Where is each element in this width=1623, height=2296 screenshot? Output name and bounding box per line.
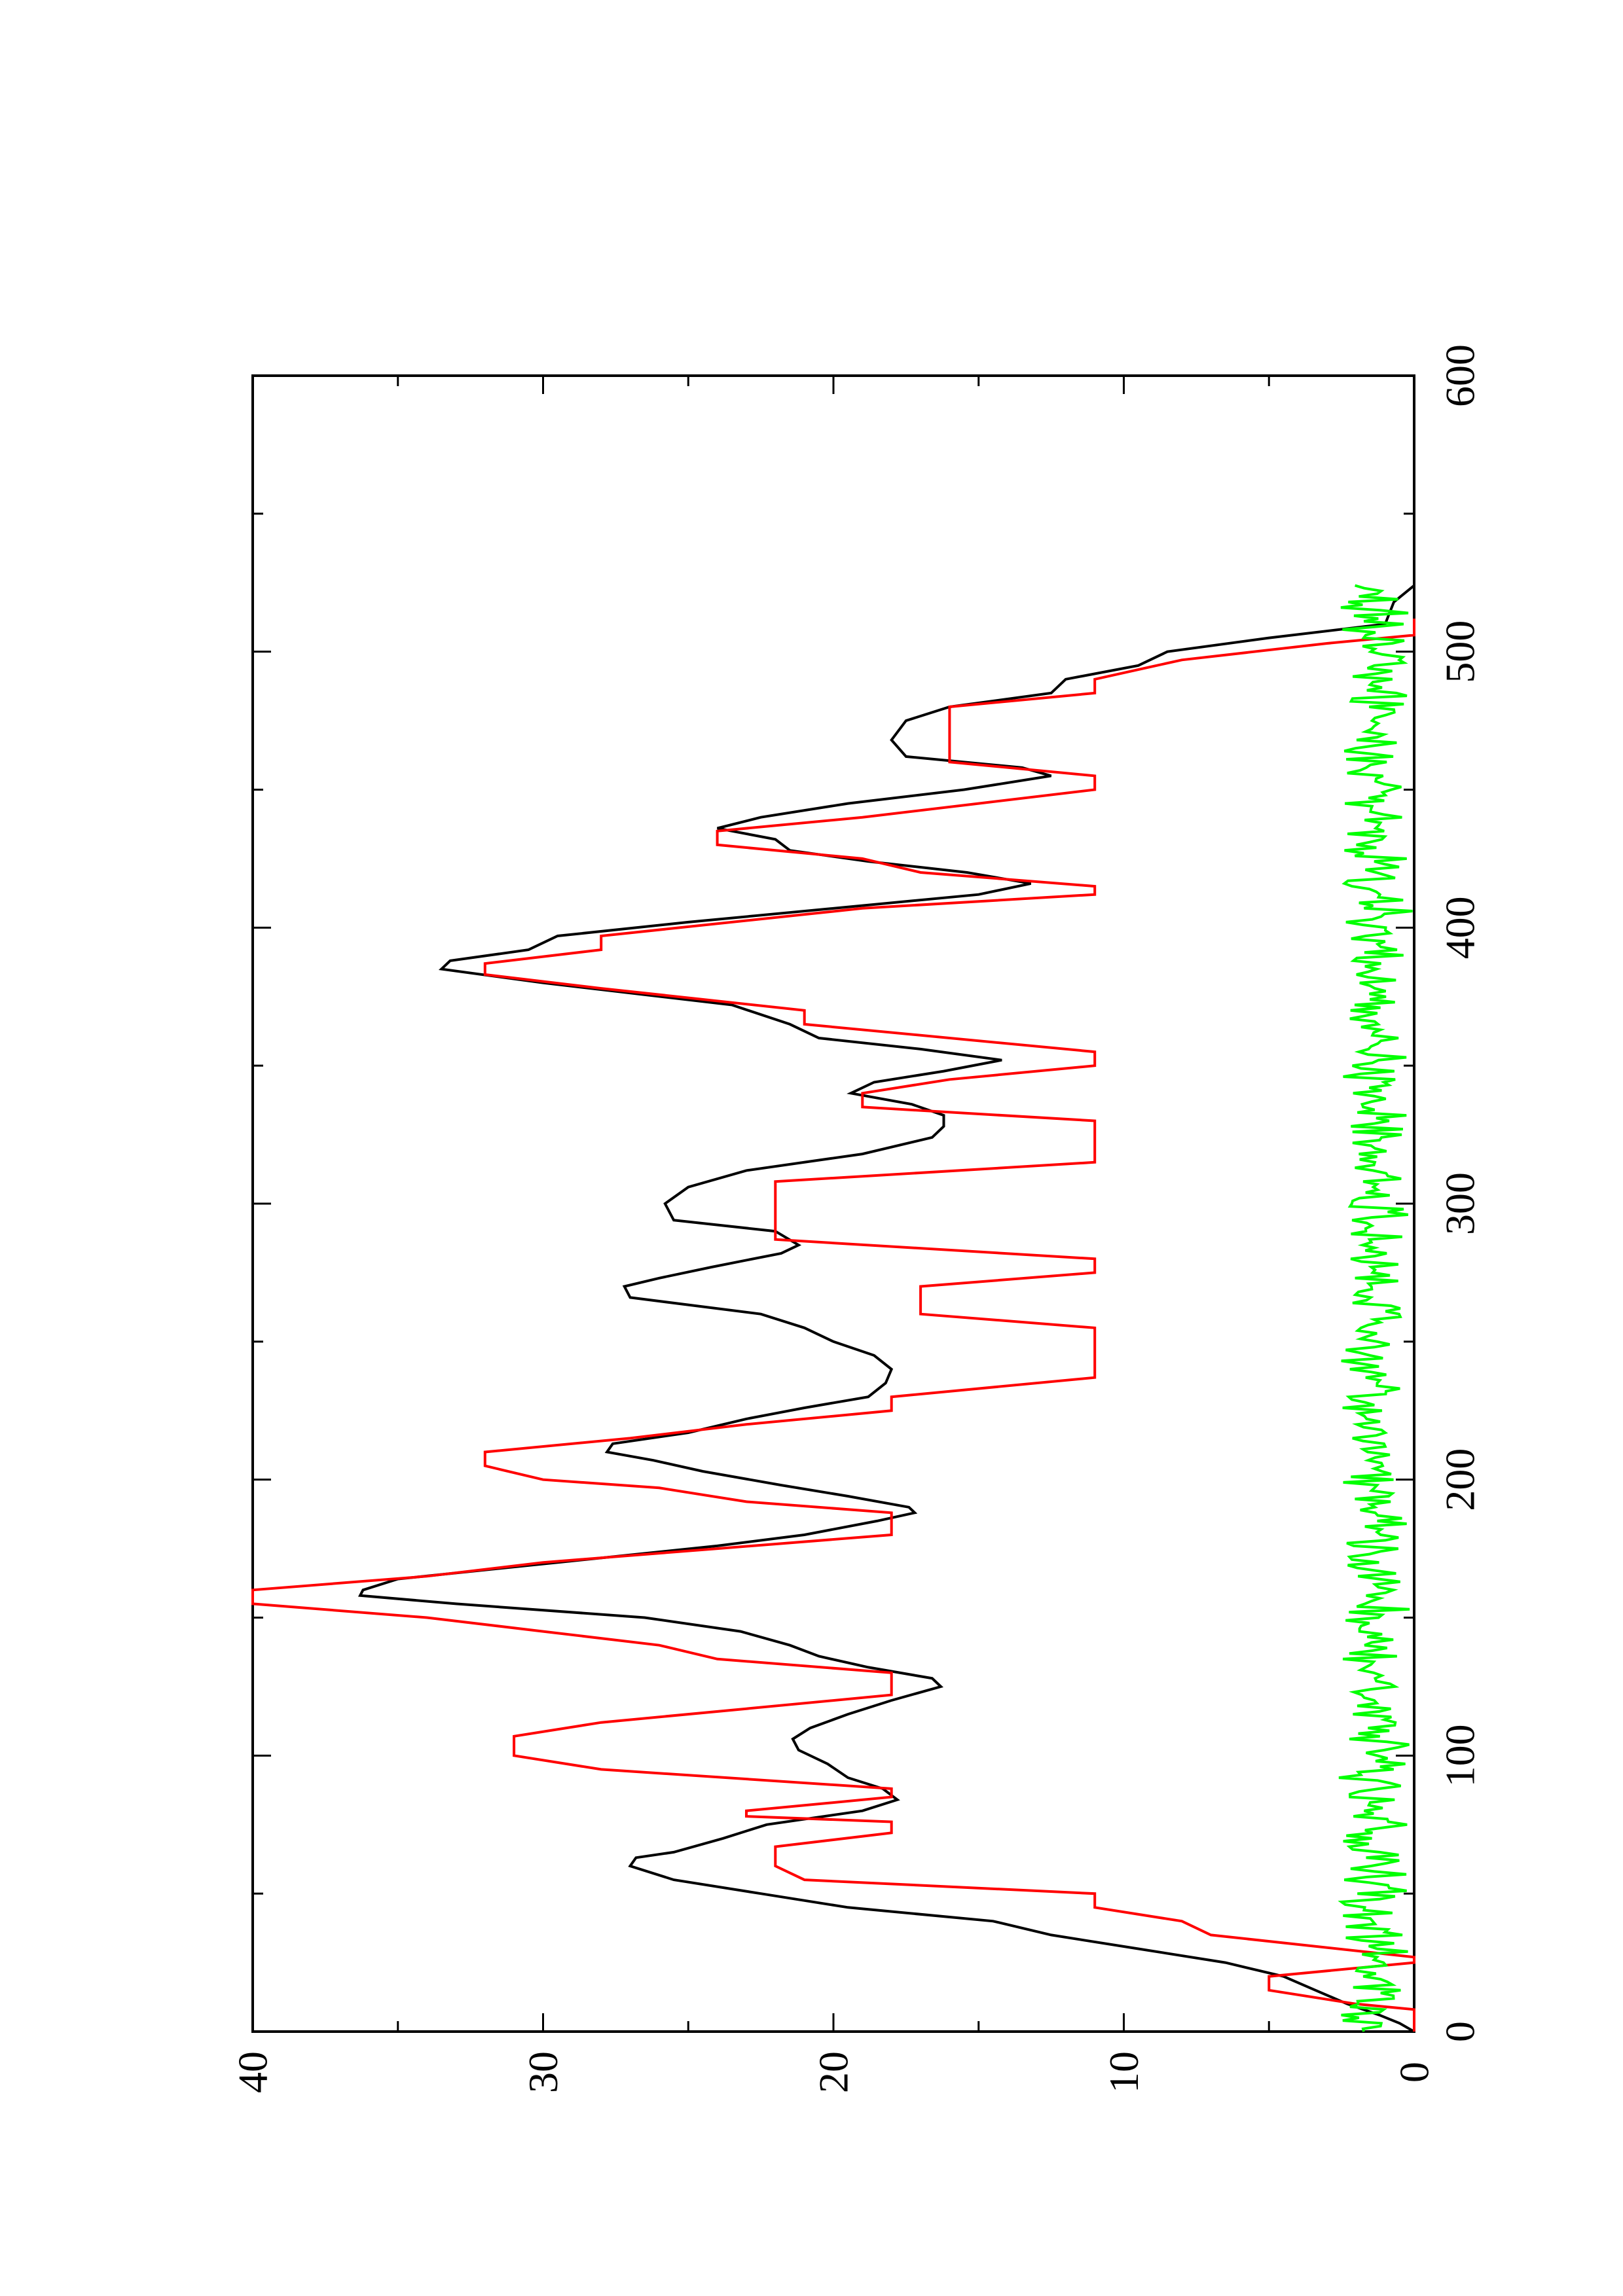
axis-ticks (251, 374, 1415, 2033)
y-tick-label: 0 (1391, 2062, 1438, 2083)
x-tick-label: 600 (1437, 344, 1484, 407)
x-tick-label: 200 (1437, 1448, 1484, 1511)
x-tick-label: 400 (1437, 896, 1484, 959)
plot-frame (251, 374, 1415, 2033)
series-line-2 (251, 619, 1415, 2032)
y-tick-label: 30 (520, 2051, 566, 2093)
y-tick-label: 40 (230, 2051, 276, 2093)
y-tick-label: 20 (811, 2051, 857, 2093)
x-tick-label: 0 (1437, 2021, 1484, 2042)
x-tick-label: 100 (1437, 1724, 1484, 1787)
tick-labels: 0 100 200 300 400 500 600 0 10 20 30 40 (230, 344, 1484, 2093)
x-tick-label: 500 (1437, 620, 1484, 683)
series-line-3 (1338, 584, 1413, 2032)
x-tick-label: 300 (1437, 1172, 1484, 1235)
series-lines (251, 584, 1415, 2033)
series-line-1 (357, 584, 1415, 2033)
y-tick-label: 10 (1101, 2051, 1147, 2093)
